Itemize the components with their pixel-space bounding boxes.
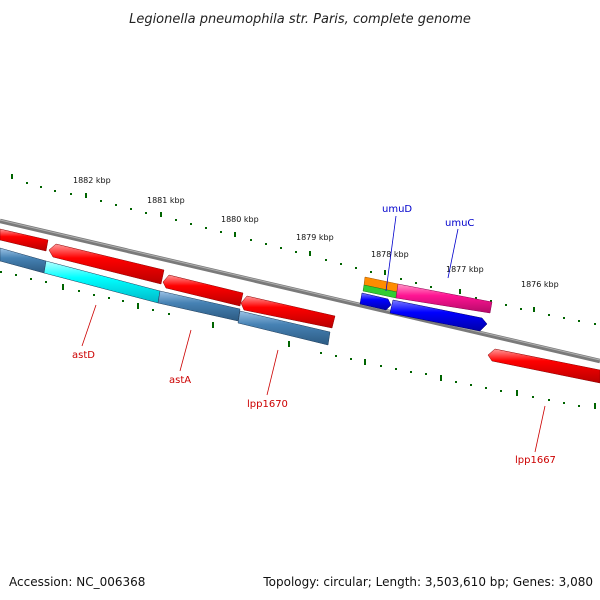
cds-feature[interactable]: [487, 348, 600, 384]
gene-label-lpp1667[interactable]: lpp1667: [515, 455, 556, 466]
major-tick: [516, 390, 518, 396]
outer-tick-ring: [11, 174, 596, 325]
cds-feature[interactable]: [48, 243, 165, 285]
cds-feature[interactable]: [395, 283, 493, 314]
umu-cluster: [359, 276, 493, 332]
kbp-label-1879: 1879 kbp: [296, 233, 334, 242]
major-tick: [160, 212, 162, 217]
major-tick: [137, 303, 139, 309]
cds-feature[interactable]: [359, 292, 392, 311]
major-tick: [309, 251, 311, 256]
accession-text: Accession: NC_006368: [9, 575, 145, 589]
major-tick: [384, 270, 386, 275]
cds-feature[interactable]: [162, 274, 244, 307]
reverse-strand-features: [0, 247, 331, 346]
kbp-label-1876: 1876 kbp: [521, 280, 559, 289]
gene-label-astD[interactable]: astD: [72, 350, 95, 361]
leader-lines: [81, 215, 546, 453]
major-tick: [440, 375, 442, 381]
cds-feature[interactable]: [240, 295, 336, 329]
map-title: Legionella pneumophila str. Paris, compl…: [129, 12, 471, 27]
cds-feature[interactable]: [157, 290, 241, 322]
kbp-label-1881: 1881 kbp: [147, 196, 185, 205]
major-tick: [288, 341, 290, 347]
kbp-label-1882: 1882 kbp: [73, 176, 111, 185]
major-tick: [85, 193, 87, 198]
kbp-label-1878: 1878 kbp: [371, 250, 409, 259]
gene-label-lpp1670[interactable]: lpp1670: [247, 399, 288, 410]
cds-feature[interactable]: [0, 228, 49, 252]
major-tick: [364, 359, 366, 365]
cds-feature[interactable]: [237, 310, 331, 346]
gene-label-umuD[interactable]: umuD: [382, 204, 412, 215]
genome-backbone: [0, 218, 600, 364]
major-tick: [459, 289, 461, 294]
forward-strand-features: [0, 228, 600, 384]
major-tick: [212, 322, 214, 328]
inner-tick-ring: [0, 271, 596, 409]
major-tick: [62, 284, 64, 290]
cds-feature[interactable]: [0, 247, 47, 274]
kbp-label-1880: 1880 kbp: [221, 215, 259, 224]
gene-label-astA[interactable]: astA: [169, 375, 191, 386]
genome-summary-text: Topology: circular; Length: 3,503,610 bp…: [262, 575, 593, 589]
gene-label-umuC[interactable]: umuC: [445, 218, 474, 229]
major-tick: [594, 403, 596, 409]
major-tick: [234, 232, 236, 237]
major-tick: [533, 307, 535, 312]
major-tick: [11, 174, 13, 179]
cds-feature[interactable]: [389, 299, 488, 332]
kbp-label-1877: 1877 kbp: [446, 265, 484, 274]
